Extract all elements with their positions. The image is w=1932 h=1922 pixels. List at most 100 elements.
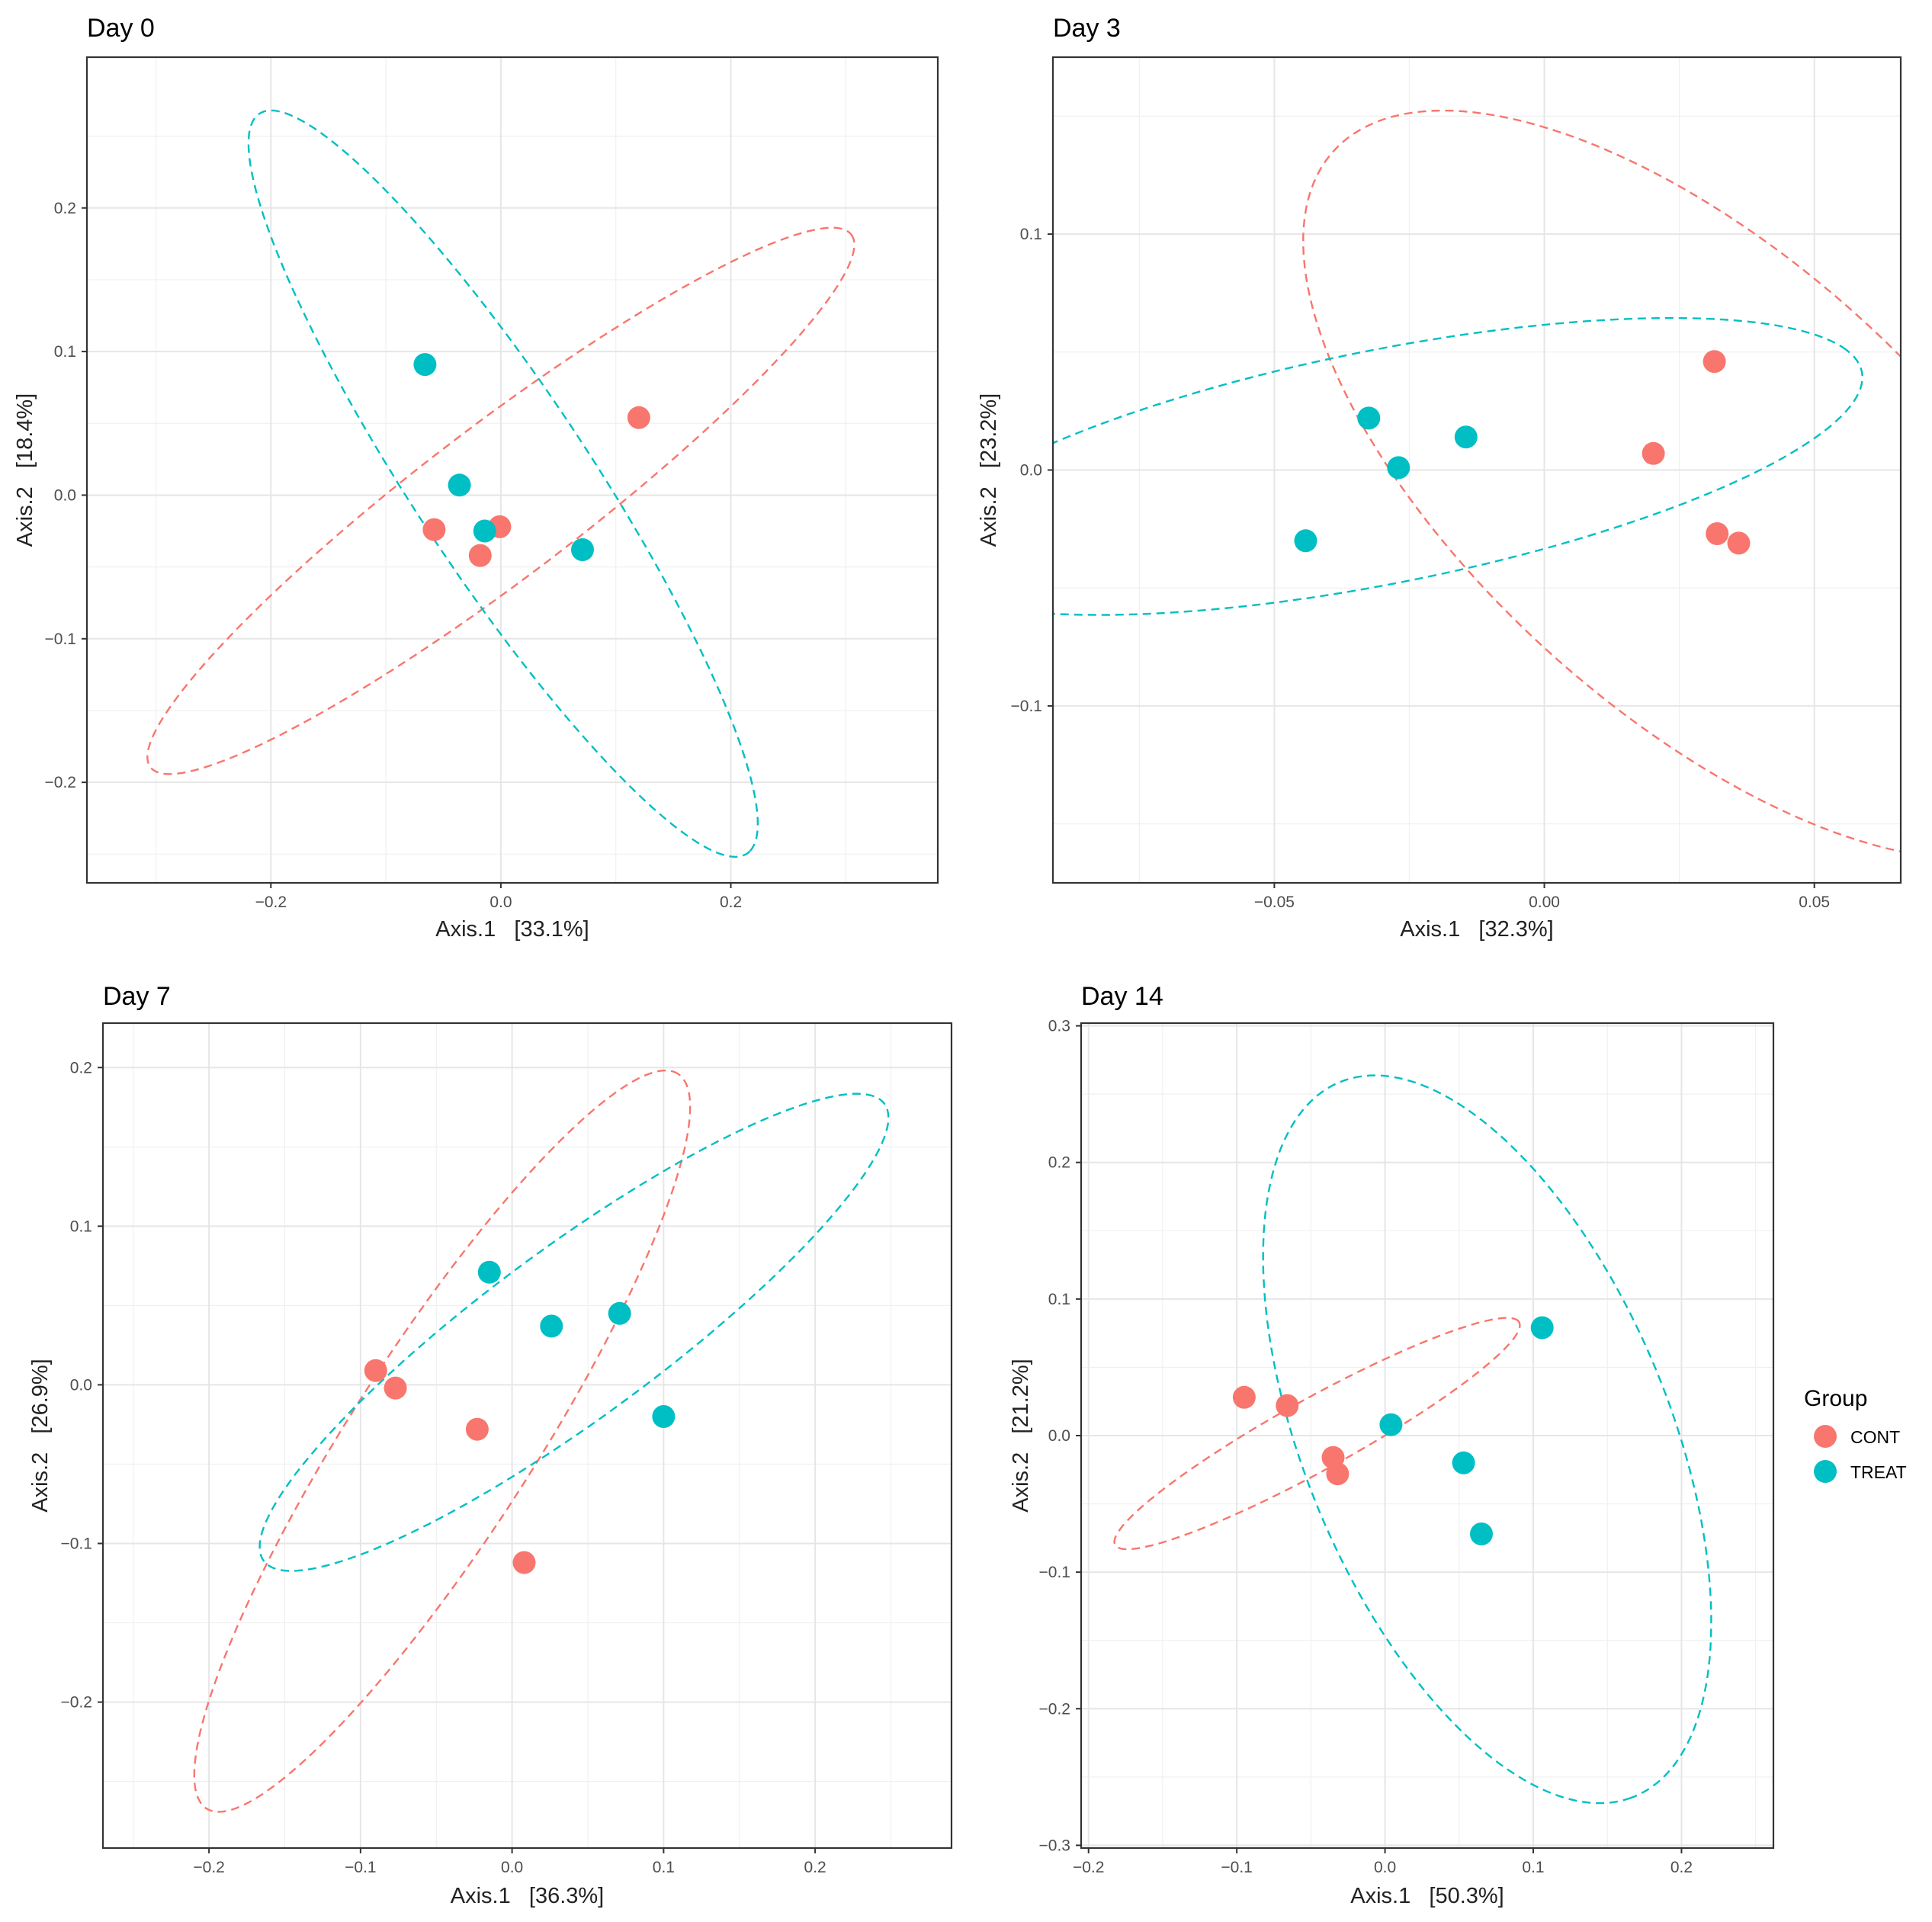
point-treat — [1530, 1316, 1554, 1340]
legend-title: Group — [1804, 1386, 1867, 1411]
legend-key-cont — [1814, 1425, 1837, 1448]
x-axis-title-day14: Axis.1 [50.3%] — [1350, 1884, 1504, 1908]
point-treat — [1294, 529, 1317, 553]
point-treat — [413, 353, 437, 377]
ticks-day0: −0.2 0.0 0.2 −0.2 −0.1 0.0 0.1 0.2 — [45, 200, 743, 911]
panels: −0.2 0.0 0.2 −0.2 −0.1 0.0 0.1 0.2 Day 0 Axis.1 [… — [13, 14, 1902, 1908]
point-treat — [608, 1301, 631, 1325]
y-tick-label: 0.2 — [54, 200, 76, 217]
legend-label-cont: CONT — [1850, 1427, 1900, 1447]
panel-day3: −0.05 0.00 0.05 −0.1 0.0 0.1 Day 3 Axis.1 [32.3… — [977, 14, 1902, 942]
ellipse-cont — [193, 1069, 692, 1813]
y-axis-title-day3: Axis.2 [23.2%] — [977, 393, 1001, 547]
point-treat — [1357, 406, 1381, 430]
y-tick-label: 0.3 — [1048, 1018, 1070, 1035]
ellipses-day0 — [146, 109, 855, 858]
y-tick-label: 0.0 — [1048, 1427, 1070, 1445]
x-tick-label: 0.1 — [653, 1859, 675, 1876]
point-cont — [1703, 350, 1726, 374]
point-cont — [1727, 531, 1751, 555]
ellipses-day14 — [1113, 1074, 1712, 1805]
panel-day0: −0.2 0.0 0.2 −0.2 −0.1 0.0 0.1 0.2 Day 0 Axis.1 [… — [13, 14, 939, 942]
point-cont — [1276, 1394, 1299, 1417]
points-day14 — [1232, 1316, 1554, 1545]
point-cont — [512, 1551, 536, 1574]
point-treat — [477, 1260, 501, 1284]
x-tick-label: 0.0 — [489, 894, 512, 911]
grid-day0 — [87, 57, 938, 883]
point-cont — [364, 1359, 387, 1382]
y-tick-label: −0.1 — [45, 631, 76, 648]
y-tick-label: 0.2 — [1048, 1154, 1070, 1172]
y-tick-label: −0.1 — [1011, 698, 1042, 715]
x-axis-title-day3: Axis.1 [32.3%] — [1400, 917, 1554, 942]
x-tick-label: −0.2 — [255, 894, 287, 911]
x-tick-label: 0.2 — [804, 1859, 826, 1876]
ellipse-cont — [146, 226, 855, 775]
x-tick-label: 0.05 — [1799, 894, 1830, 911]
panel-day14: −0.2 −0.1 0.0 0.1 0.2−0.3−0.2−0.10.00.10.20.… — [1009, 982, 1775, 1908]
plot-background-day7 — [103, 1023, 952, 1848]
x-tick-label: −0.1 — [1221, 1859, 1252, 1876]
point-treat — [448, 473, 471, 497]
point-cont — [1642, 441, 1665, 465]
panel-title-day0: Day 0 — [87, 14, 155, 43]
panel-border-day0 — [85, 56, 939, 884]
point-cont — [465, 1417, 489, 1441]
panel-title-day3: Day 3 — [1053, 14, 1121, 43]
ellipse-treat — [1262, 1074, 1712, 1805]
point-treat — [540, 1314, 563, 1338]
point-cont — [422, 518, 446, 541]
panel-title-day7: Day 7 — [103, 982, 171, 1011]
y-tick-label: 0.2 — [70, 1059, 92, 1077]
y-tick-label: −0.2 — [61, 1694, 92, 1712]
point-cont — [1706, 522, 1729, 545]
grid-day3 — [1053, 57, 1901, 883]
x-tick-label: −0.05 — [1254, 894, 1295, 911]
x-tick-label: 0.2 — [1670, 1859, 1693, 1876]
y-tick-label: −0.1 — [61, 1535, 92, 1552]
plot-background-day0 — [87, 57, 938, 883]
grid-day14 — [1081, 1023, 1773, 1848]
point-treat — [1452, 1451, 1475, 1474]
point-treat — [1470, 1523, 1493, 1545]
y-axis-title-day14: Axis.2 [21.2%] — [1009, 1359, 1033, 1513]
grid-day7 — [103, 1023, 952, 1848]
point-cont — [1232, 1385, 1256, 1409]
point-cont — [468, 544, 492, 567]
x-tick-label: 0.0 — [501, 1859, 523, 1876]
y-tick-label: 0.1 — [70, 1218, 92, 1235]
ellipse-treat — [1053, 316, 1863, 616]
point-treat — [1387, 456, 1410, 480]
x-tick-label: 0.0 — [1374, 1859, 1396, 1876]
point-cont — [384, 1376, 407, 1400]
x-tick-label: 0.2 — [720, 894, 742, 911]
y-tick-label: 0.1 — [1048, 1291, 1070, 1308]
y-tick-label: −0.2 — [1039, 1700, 1070, 1718]
ellipse-treat — [258, 1093, 890, 1572]
ellipse-cont — [1302, 109, 1901, 853]
y-tick-label: 0.0 — [70, 1376, 92, 1394]
point-treat — [473, 519, 496, 543]
x-axis-title-day0: Axis.1 [33.1%] — [435, 917, 589, 942]
x-tick-label: −0.2 — [193, 1859, 224, 1876]
point-treat — [652, 1405, 676, 1428]
points-day7 — [364, 1260, 676, 1574]
ellipses-day3 — [1053, 109, 1901, 853]
points-day3 — [1294, 350, 1751, 555]
point-treat — [571, 538, 594, 561]
y-tick-label: 0.1 — [1020, 226, 1042, 243]
y-tick-label: −0.2 — [45, 774, 76, 791]
point-cont — [1326, 1462, 1350, 1486]
point-cont — [627, 406, 650, 429]
panel-day7: −0.2 −0.1 0.0 0.1 0.2 −0.2 −0.1 0.0 0.1 0.2 Day 7 A… — [28, 982, 953, 1908]
x-tick-label: 0.1 — [1522, 1859, 1544, 1876]
ticks-day7: −0.2 −0.1 0.0 0.1 0.2 −0.2 −0.1 0.0 0.1 0.2 — [61, 1059, 826, 1876]
y-axis-title-day7: Axis.2 [26.9%] — [28, 1359, 53, 1513]
y-tick-label: −0.3 — [1039, 1837, 1070, 1854]
legend: Group CONT TREAT — [1804, 1386, 1907, 1483]
x-tick-label: −0.2 — [1073, 1859, 1104, 1876]
ellipse-cont — [1113, 1317, 1521, 1551]
x-tick-label: 0.00 — [1529, 894, 1560, 911]
